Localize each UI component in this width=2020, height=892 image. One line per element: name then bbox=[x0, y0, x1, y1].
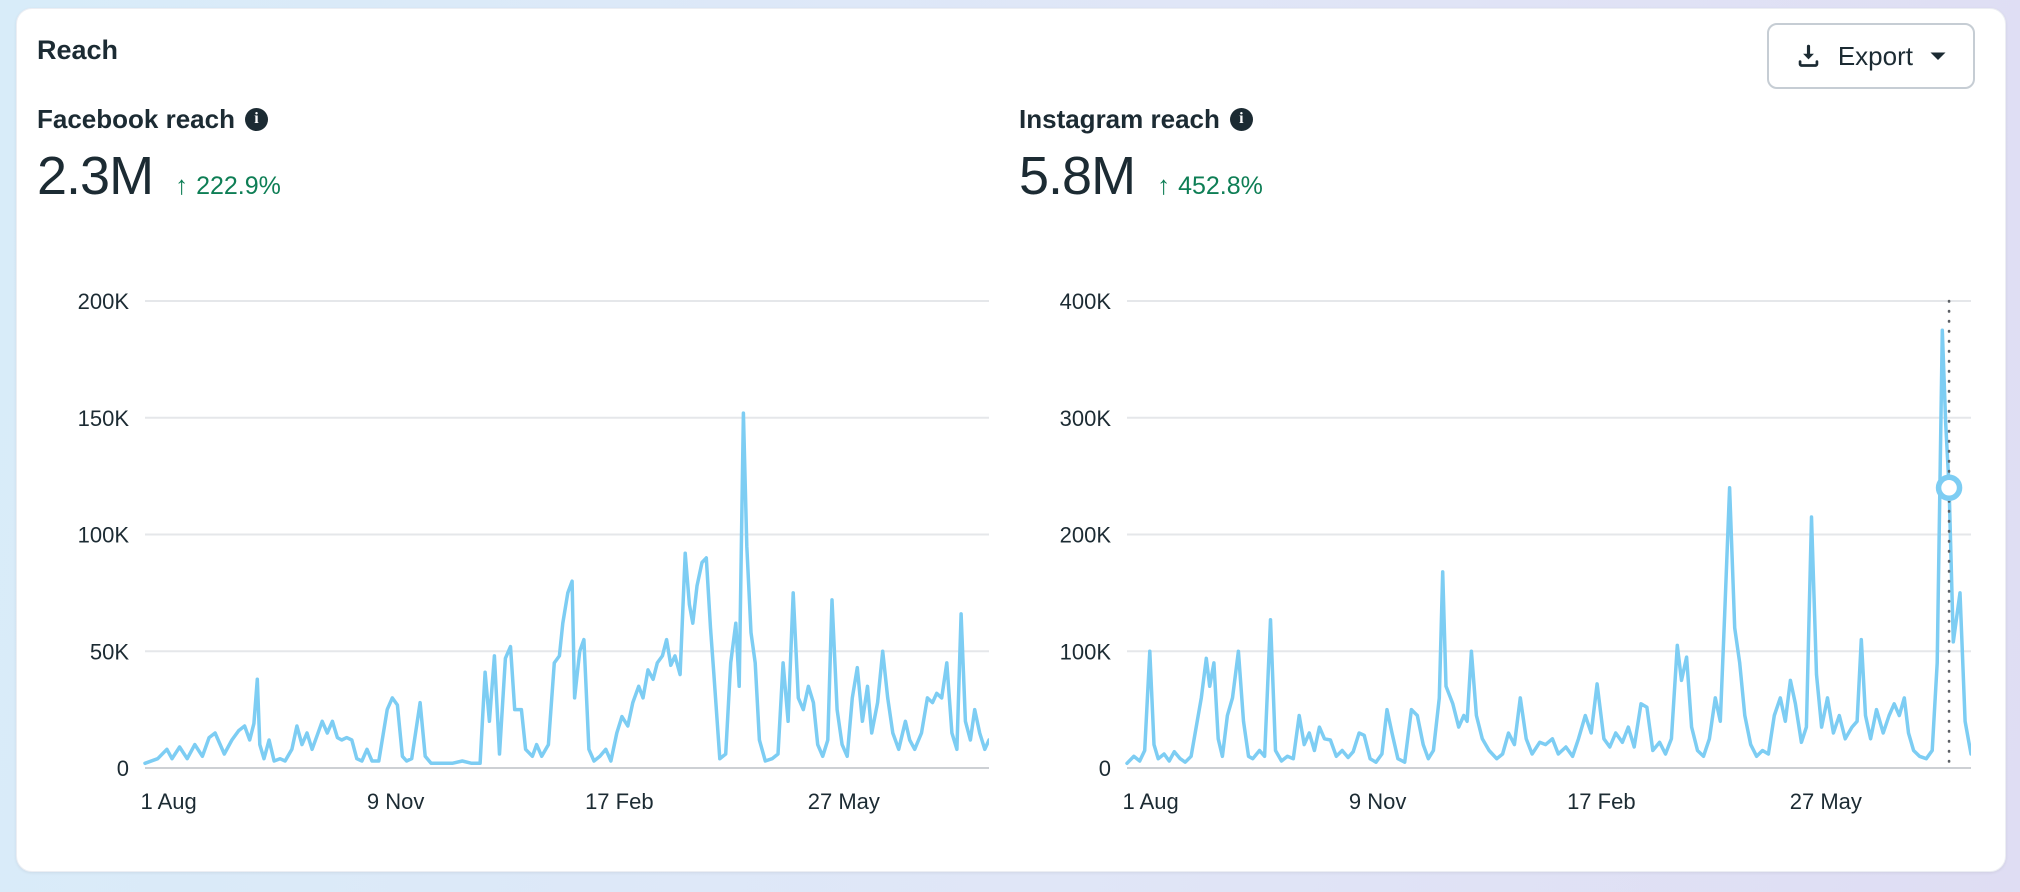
metric-value-row: 5.8M ↑ 452.8% bbox=[1019, 145, 1971, 206]
y-axis-tick-label: 0 bbox=[117, 756, 129, 781]
caret-down-icon bbox=[1929, 50, 1947, 62]
metric-delta: ↑ 452.8% bbox=[1157, 170, 1263, 201]
y-axis-tick-label: 100K bbox=[78, 523, 130, 548]
metric-header: Instagram reach bbox=[1019, 103, 1971, 135]
x-axis-tick-label: 1 Aug bbox=[140, 789, 196, 814]
metric-value: 5.8M bbox=[1019, 146, 1136, 206]
instagram-reach-line-chart[interactable]: 400K 300K 200K 100K 0 1 Aug 9 Nov 17 Feb 27 May bbox=[1019, 291, 1971, 826]
info-icon[interactable] bbox=[1229, 107, 1253, 131]
y-axis-tick-label: 200K bbox=[1060, 523, 1112, 548]
y-axis-tick-label: 100K bbox=[1060, 639, 1112, 664]
metric-delta-percent: 222.9% bbox=[196, 172, 281, 200]
metric-value-row: 2.3M ↑ 222.9% bbox=[37, 145, 989, 206]
y-axis-tick-label: 200K bbox=[78, 291, 130, 314]
metric-title: Facebook reach bbox=[37, 103, 235, 134]
download-icon bbox=[1795, 43, 1822, 70]
metric-value: 2.3M bbox=[37, 146, 154, 206]
info-icon[interactable] bbox=[244, 107, 268, 131]
x-axis-tick-label: 27 May bbox=[808, 789, 880, 814]
metric-title: Instagram reach bbox=[1019, 103, 1220, 134]
y-axis-tick-label: 300K bbox=[1060, 406, 1112, 431]
x-axis-tick-label: 1 Aug bbox=[1122, 789, 1178, 814]
metric-delta-percent: 452.8% bbox=[1178, 172, 1263, 200]
y-axis-tick-label: 50K bbox=[90, 639, 129, 664]
export-button[interactable]: Export bbox=[1766, 23, 1975, 89]
x-axis-tick-label: 17 Feb bbox=[1567, 789, 1636, 814]
up-arrow-icon: ↑ bbox=[1157, 170, 1171, 200]
charts-row: Facebook reach 2.3M ↑ 222.9% 200K 150K 100… bbox=[37, 103, 1985, 826]
instagram-reach-series-line bbox=[1125, 328, 1971, 766]
y-axis-tick-label: 400K bbox=[1060, 291, 1112, 314]
x-axis-tick-label: 27 May bbox=[1790, 789, 1862, 814]
metric-header: Facebook reach bbox=[37, 103, 989, 135]
x-axis-tick-label: 17 Feb bbox=[585, 789, 654, 814]
hover-point-marker bbox=[1935, 474, 1963, 502]
y-axis-tick-label: 0 bbox=[1099, 756, 1111, 781]
y-axis-tick-label: 150K bbox=[78, 406, 130, 431]
card-title: Reach bbox=[37, 35, 119, 65]
metric-delta: ↑ 222.9% bbox=[175, 170, 281, 201]
reach-card: Reach Export Facebook reach 2.3M bbox=[16, 8, 2006, 872]
chart-block-instagram: Instagram reach 5.8M ↑ 452.8% 400K 300K 20… bbox=[1019, 103, 1971, 826]
facebook-reach-line-chart[interactable]: 200K 150K 100K 50K 0 1 Aug 9 Nov 17 Feb 27 May bbox=[37, 291, 989, 826]
up-arrow-icon: ↑ bbox=[175, 170, 189, 200]
x-axis-tick-label: 9 Nov bbox=[1349, 789, 1406, 814]
chart-block-facebook: Facebook reach 2.3M ↑ 222.9% 200K 150K 100… bbox=[37, 103, 989, 826]
facebook-reach-series-line bbox=[143, 411, 989, 766]
x-axis-tick-label: 9 Nov bbox=[367, 789, 424, 814]
export-button-label: Export bbox=[1837, 40, 1913, 71]
